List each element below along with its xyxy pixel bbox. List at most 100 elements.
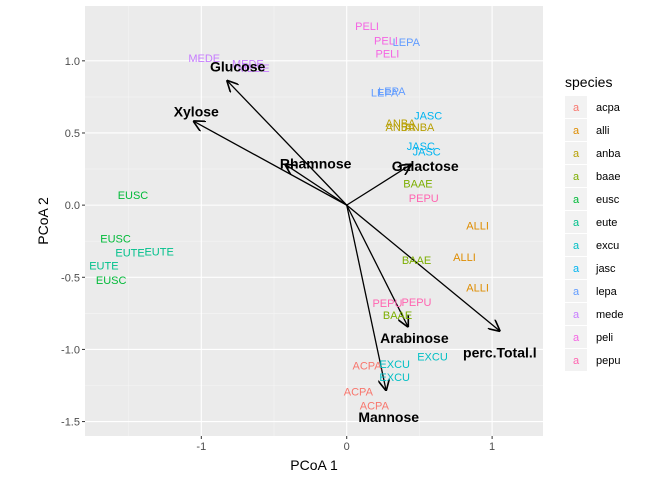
point-label: MEDE xyxy=(238,63,270,75)
legend-key xyxy=(565,119,587,141)
legend-label: mede xyxy=(596,309,624,321)
loading-vector-labels: Glucose Xylose Rhamnose Galactose Arabinose M… xyxy=(174,59,537,426)
legend-label: eusc xyxy=(596,194,620,206)
point-label: PELI xyxy=(375,49,399,61)
point-label: EXCU xyxy=(379,372,410,384)
point-label: EUTE xyxy=(89,261,118,273)
y-axis-title: PCoA 2 xyxy=(35,197,51,245)
point-label: PEPU xyxy=(402,297,432,309)
major-gridlines xyxy=(85,6,543,436)
legend-key xyxy=(565,257,587,279)
vector-label: Arabinose xyxy=(380,330,449,346)
point-label: ALLI xyxy=(466,220,489,232)
vector-arrow xyxy=(346,204,408,326)
point-label: JASC xyxy=(414,111,442,123)
vector-label: Glucose xyxy=(210,59,265,75)
vector-label: Mannose xyxy=(358,409,419,425)
legend-label: pepu xyxy=(596,355,620,367)
vector-arrow xyxy=(227,81,348,206)
legend-key xyxy=(565,165,587,187)
legend-key-glyph: a xyxy=(573,263,580,275)
point-label: PEPU xyxy=(372,298,402,310)
legend-title: species xyxy=(565,74,612,90)
point-label: BAAE xyxy=(403,178,432,190)
legend-key xyxy=(565,280,587,302)
vector-arrow xyxy=(286,165,348,206)
y-tick-label: 0.5 xyxy=(65,128,80,140)
legend: species a acpa a alli a anba a baae a eusc a eute a e… xyxy=(565,74,624,371)
y-axis-ticks: -1.5 -1.0 -0.5 0.0 0.5 1.0 xyxy=(61,56,85,429)
vector-label: Galactose xyxy=(392,158,459,174)
legend-key-glyph: a xyxy=(573,217,580,229)
point-label: PELI xyxy=(355,21,379,33)
x-tick-label: -1 xyxy=(196,441,206,453)
legend-key xyxy=(565,211,587,233)
legend-key xyxy=(565,188,587,210)
legend-label: peli xyxy=(596,332,613,344)
y-tick-label: 0.0 xyxy=(65,200,80,212)
x-tick-label: 1 xyxy=(489,441,495,453)
point-label: LEPA xyxy=(393,37,421,49)
legend-key-glyph: a xyxy=(573,125,580,137)
point-label: EXCU xyxy=(379,359,410,371)
point-label: EUSC xyxy=(100,233,131,245)
legend-label: alli xyxy=(596,125,609,137)
point-label: EUTE xyxy=(144,246,173,258)
vector-arrow xyxy=(194,121,348,206)
legend-key xyxy=(565,326,587,348)
legend-key xyxy=(565,303,587,325)
point-label: LEPA xyxy=(378,86,406,98)
vector-arrow xyxy=(346,204,500,331)
y-tick-label: -0.5 xyxy=(61,272,80,284)
vector-label: Rhamnose xyxy=(280,155,352,171)
legend-label: acpa xyxy=(596,102,621,114)
legend-key-glyph: a xyxy=(573,194,580,206)
minor-gridlines xyxy=(85,6,543,436)
legend-label: excu xyxy=(596,240,619,252)
legend-key-glyph: a xyxy=(573,355,580,367)
legend-key xyxy=(565,142,587,164)
y-tick-label: -1.5 xyxy=(61,417,80,429)
vector-arrow xyxy=(346,165,411,206)
vector-label: Xylose xyxy=(174,103,219,119)
point-label: EXCU xyxy=(417,352,448,364)
legend-key-glyph: a xyxy=(573,309,580,321)
point-label: ALLI xyxy=(453,252,476,264)
legend-label: anba xyxy=(596,148,621,160)
point-label: ANBA xyxy=(404,122,435,134)
vector-label: perc.Total.l xyxy=(463,344,537,360)
point-label: BAAE xyxy=(383,310,412,322)
legend-label: jasc xyxy=(595,263,616,275)
point-label: PELI xyxy=(374,36,398,48)
point-label: MEDE xyxy=(188,53,220,65)
x-tick-label: 0 xyxy=(344,441,350,453)
point-label: ALLI xyxy=(466,282,489,294)
legend-key xyxy=(565,234,587,256)
y-tick-label: -1.0 xyxy=(61,344,80,356)
legend-key xyxy=(565,349,587,371)
point-label: ANBA xyxy=(386,122,417,134)
plot-panel xyxy=(85,6,543,436)
point-label: ACPA xyxy=(352,360,382,372)
loading-vectors xyxy=(194,81,499,390)
point-label: ACPA xyxy=(344,386,374,398)
x-axis-title: PCoA 1 xyxy=(290,457,338,473)
point-label: EUTE xyxy=(115,248,144,260)
point-label: MEDE xyxy=(232,59,264,71)
point-label: LEPA xyxy=(371,88,399,100)
point-label: JASC xyxy=(413,147,441,159)
point-label: ANBA xyxy=(386,118,417,130)
point-label: PEPU xyxy=(409,193,439,205)
point-label: JASC xyxy=(407,141,435,153)
legend-key-glyph: a xyxy=(573,332,580,344)
legend-key-glyph: a xyxy=(573,148,580,160)
point-label: BAAE xyxy=(402,255,431,267)
legend-key-glyph: a xyxy=(573,286,580,298)
legend-key-glyph: a xyxy=(573,102,580,114)
legend-label: baae xyxy=(596,171,620,183)
legend-label: eute xyxy=(596,217,617,229)
vector-arrow xyxy=(346,204,386,390)
y-tick-label: 1.0 xyxy=(65,56,80,68)
